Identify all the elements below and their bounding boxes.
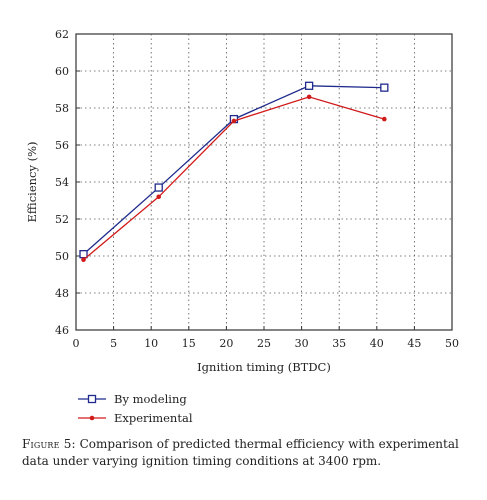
x-tick-label: 0 [73,337,80,350]
chart: 0 5 10 15 20 25 30 35 40 45 50 46 48 50 52 54 56 58 60 62 I… [25,28,459,425]
y-tick-label: 60 [55,65,69,78]
y-tick-label: 52 [55,213,69,226]
y-tick-label: 46 [55,324,69,337]
legend: By modeling Experimental [78,392,193,425]
grid [76,34,452,330]
x-tick-label: 10 [144,337,158,350]
data-point [231,118,237,124]
y-tick-label: 50 [55,250,69,263]
y-tick-label: 62 [55,28,69,41]
data-point [382,116,387,122]
y-tick-label: 48 [55,287,69,300]
data-point [154,183,163,192]
data-point [380,83,389,92]
y-tick-label: 54 [55,176,69,189]
ticks: 0 5 10 15 20 25 30 35 40 45 50 46 48 50 52 54 56 58 60 62 [55,28,459,350]
caption-label: Figure 5: [22,437,76,451]
series-layer [79,81,389,263]
x-tick-label: 30 [295,337,309,350]
x-tick-label: 25 [257,337,271,350]
x-tick-label: 5 [110,337,117,350]
x-tick-label: 20 [219,337,233,350]
x-tick-label: 50 [445,337,459,350]
legend-label: By modeling [114,392,187,406]
data-point [156,194,162,200]
y-tick-label: 58 [55,102,69,115]
x-axis-title: Ignition timing (BTDC) [197,360,331,374]
data-point [304,81,314,90]
caption-text: Comparison of predicted thermal efficien… [22,437,459,468]
data-point [81,257,86,263]
data-point [79,249,88,259]
x-tick-label: 35 [332,337,346,350]
legend-marker-square-icon [87,394,97,404]
x-tick-label: 15 [182,337,196,350]
legend-label: Experimental [114,411,193,425]
y-tick-label: 56 [55,139,69,152]
legend-marker-dot-icon [89,415,95,421]
x-tick-label: 40 [370,337,384,350]
figure-caption: Figure 5: Comparison of predicted therma… [22,436,470,470]
data-point [306,94,312,100]
y-axis-title: Efficiency (%) [25,141,39,222]
x-tick-label: 45 [407,337,421,350]
